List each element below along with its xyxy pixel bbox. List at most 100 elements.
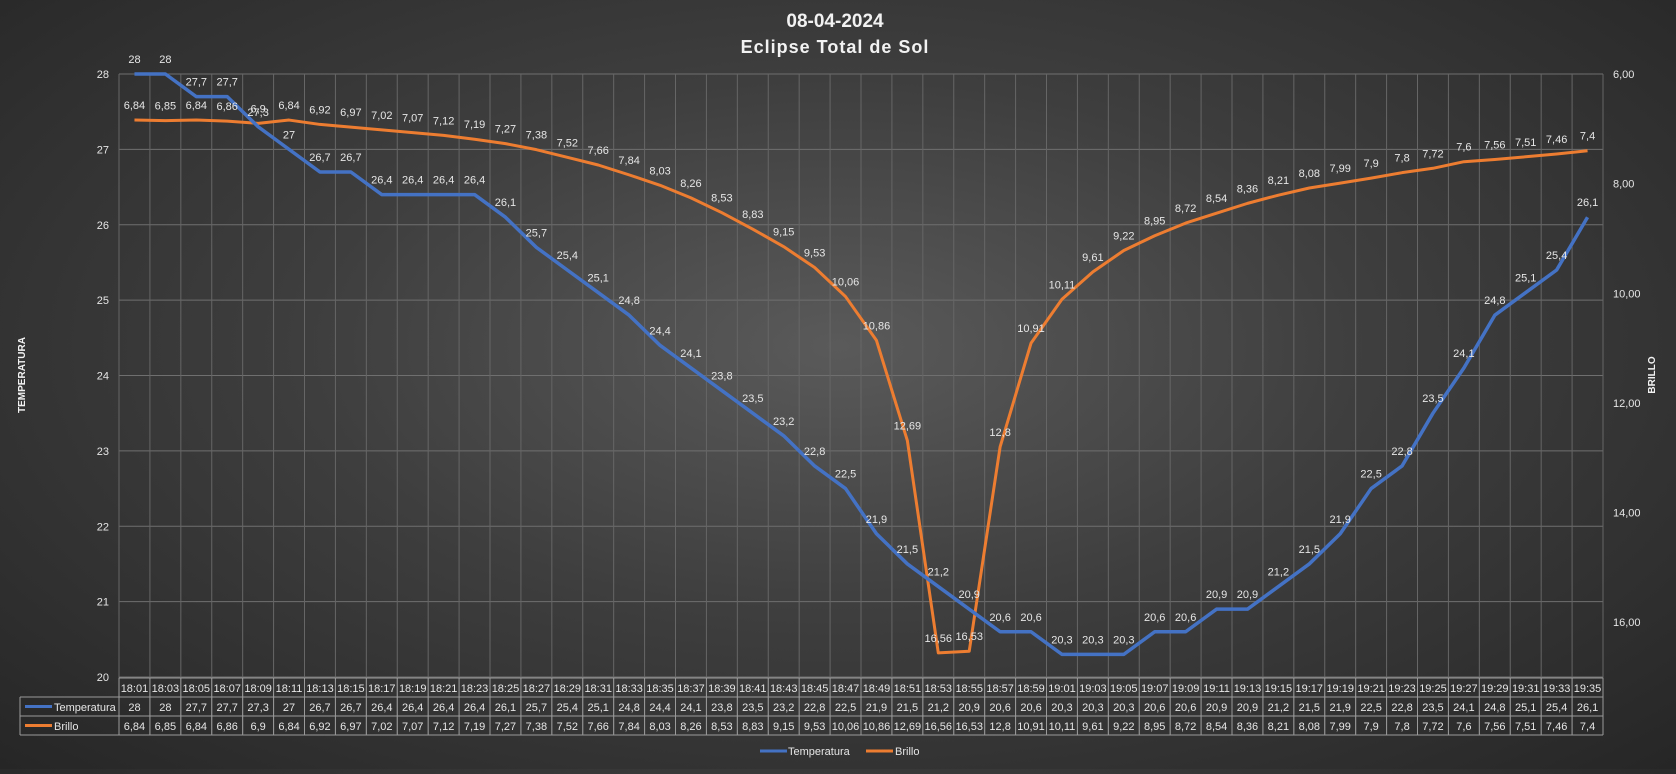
temperatura-data-label: 23,5: [742, 393, 763, 405]
table-cell-brillo: 7,38: [526, 721, 547, 733]
temperatura-data-label: 24,1: [1453, 348, 1474, 360]
brillo-data-label: 7,4: [1580, 131, 1595, 143]
temperatura-data-label: 25,4: [1546, 250, 1567, 262]
temperatura-data-label: 20,9: [958, 589, 979, 601]
category-tick-label: 19:27: [1450, 683, 1478, 695]
brillo-data-label: 8,03: [649, 165, 670, 177]
temperatura-data-label: 20,9: [1237, 589, 1258, 601]
temperatura-data-label: 20,6: [989, 612, 1010, 624]
brillo-data-label: 6,86: [216, 101, 237, 113]
temperatura-data-label: 20,9: [1206, 589, 1227, 601]
temperatura-data-label: 25,7: [526, 227, 547, 239]
brillo-data-label: 6,97: [340, 107, 361, 119]
category-tick-label: 19:35: [1574, 683, 1602, 695]
temperatura-data-label: 27: [283, 129, 295, 141]
table-row-header-temperatura: Temperatura: [54, 702, 117, 714]
table-cell-brillo: 7,6: [1456, 721, 1471, 733]
table-cell-brillo: 10,91: [1017, 721, 1045, 733]
table-cell-brillo: 6,85: [155, 721, 176, 733]
brillo-data-label: 7,27: [495, 124, 516, 136]
table-cell-temperatura: 20,3: [1082, 702, 1103, 714]
brillo-data-label: 16,56: [925, 633, 953, 645]
y-tick-label: 25: [97, 295, 109, 307]
temperatura-data-label: 20,6: [1144, 612, 1165, 624]
table-cell-temperatura: 23,2: [773, 702, 794, 714]
table-cell-brillo: 7,12: [433, 721, 454, 733]
temperatura-data-label: 24,8: [1484, 295, 1505, 307]
y2-tick-label: 10,00: [1613, 288, 1641, 300]
y-tick-label: 23: [97, 446, 109, 458]
temperatura-data-label: 23,8: [711, 371, 732, 383]
temperatura-data-label: 21,9: [866, 514, 887, 526]
table-cell-brillo: 6,84: [124, 721, 145, 733]
brillo-data-label: 10,06: [832, 277, 860, 289]
brillo-data-label: 7,19: [464, 119, 485, 131]
temperatura-data-label: 22,5: [835, 469, 856, 481]
table-cell-brillo: 9,61: [1082, 721, 1103, 733]
category-tick-label: 19:17: [1296, 683, 1324, 695]
brillo-data-label: 7,12: [433, 115, 454, 127]
table-cell-temperatura: 26,4: [402, 702, 423, 714]
temperatura-data-label: 26,4: [371, 175, 392, 187]
temperatura-data-label: 25,1: [1515, 273, 1536, 285]
table-cell-brillo: 8,26: [680, 721, 701, 733]
table-cell-brillo: 9,15: [773, 721, 794, 733]
category-tick-label: 19:13: [1234, 683, 1262, 695]
temperatura-data-label: 28: [128, 54, 140, 66]
brillo-data-label: 7,51: [1515, 137, 1536, 149]
temperatura-data-label: 26,1: [1577, 197, 1598, 209]
category-tick-label: 18:01: [121, 683, 149, 695]
table-cell-brillo: 7,9: [1363, 721, 1378, 733]
brillo-data-label: 8,54: [1206, 193, 1227, 205]
category-tick-label: 18:53: [925, 683, 953, 695]
table-cell-brillo: 10,86: [863, 721, 891, 733]
category-tick-label: 18:41: [739, 683, 767, 695]
y-tick-label: 24: [97, 371, 109, 383]
table-cell-brillo: 16,56: [925, 721, 953, 733]
brillo-data-label: 6,9: [250, 103, 265, 115]
category-tick-label: 19:33: [1543, 683, 1571, 695]
brillo-data-label: 9,53: [804, 248, 825, 260]
table-cell-brillo: 8,53: [711, 721, 732, 733]
y2-tick-label: 6,00: [1613, 69, 1634, 81]
table-cell-brillo: 8,95: [1144, 721, 1165, 733]
temperatura-data-label: 24,4: [649, 325, 670, 337]
table-cell-temperatura: 25,7: [526, 702, 547, 714]
table-cell-brillo: 6,9: [250, 721, 265, 733]
table-cell-temperatura: 27,7: [216, 702, 237, 714]
y-axis-label: TEMPERATURA: [17, 337, 28, 413]
table-cell-temperatura: 24,4: [649, 702, 670, 714]
table-cell-temperatura: 20,9: [1206, 702, 1227, 714]
temperatura-data-label: 25,1: [587, 273, 608, 285]
table-cell-temperatura: 20,3: [1051, 702, 1072, 714]
brillo-data-label: 7,6: [1456, 142, 1471, 154]
brillo-data-label: 9,22: [1113, 231, 1134, 243]
table-cell-temperatura: 25,1: [1515, 702, 1536, 714]
series-line-temperatura: [134, 72, 1590, 657]
table-cell-temperatura: 22,5: [1360, 702, 1381, 714]
category-tick-label: 19:05: [1110, 683, 1138, 695]
temperatura-data-label: 22,5: [1360, 469, 1381, 481]
y2-axis-label: BRILLO: [1647, 356, 1658, 393]
table-cell-brillo: 8,21: [1268, 721, 1289, 733]
chart-subtitle: Eclipse Total de Sol: [741, 37, 930, 57]
table-cell-temperatura: 26,4: [433, 702, 454, 714]
y2-tick-label: 12,00: [1613, 398, 1641, 410]
brillo-data-label: 10,11: [1049, 279, 1076, 291]
category-tick-label: 18:35: [646, 683, 674, 695]
temperatura-data-label: 27,3: [247, 107, 268, 119]
y-tick-label: 28: [97, 69, 109, 81]
category-tick-label: 18:31: [584, 683, 612, 695]
temperatura-data-label: 24,8: [618, 295, 639, 307]
temperatura-data-label: 26,4: [464, 175, 485, 187]
category-tick-label: 18:51: [894, 683, 922, 695]
temperatura-data-label: 28: [159, 54, 171, 66]
table-cell-brillo: 16,53: [955, 721, 983, 733]
table-cell-temperatura: 20,9: [958, 702, 979, 714]
brillo-data-label: 9,15: [773, 227, 794, 239]
brillo-data-label: 8,36: [1237, 183, 1258, 195]
category-tick-label: 18:55: [955, 683, 983, 695]
table-cell-temperatura: 22,5: [835, 702, 856, 714]
table-cell-brillo: 7,51: [1515, 721, 1536, 733]
